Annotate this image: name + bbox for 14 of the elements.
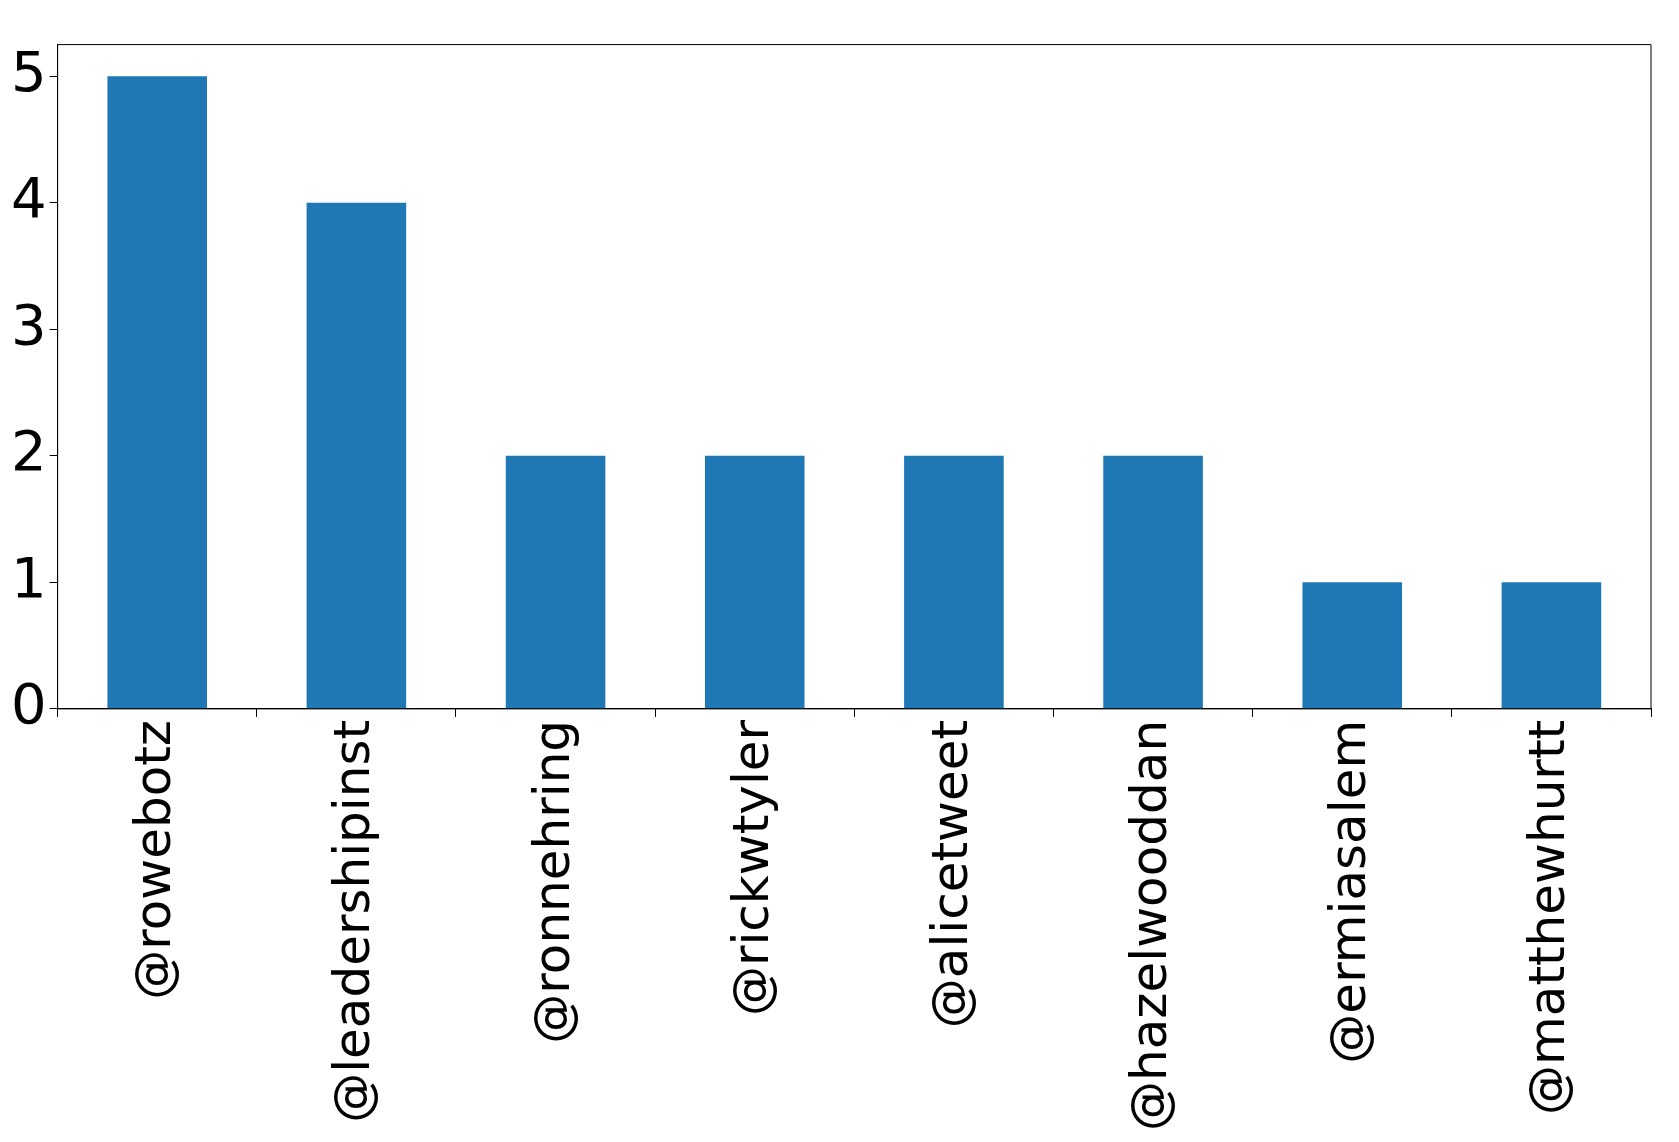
x-tick-label: @rickwtyler [721,719,780,1017]
y-tick-label: 2 [10,418,47,484]
x-tick-label: @leadershipinst [323,719,382,1123]
x-tick-label: @alicetweet [920,719,979,1029]
x-tick-label: @ermiasalem [1319,719,1378,1064]
y-tick-label: 3 [10,291,47,357]
y-tick-label: 0 [10,671,47,737]
y-tick-label: 4 [10,165,47,231]
y-tick-label: 5 [10,38,47,104]
x-tick-label: @matthewhurtt [1518,719,1577,1115]
x-tick-label: @hazelwooddan [1120,719,1179,1131]
x-tick-label: @rowebotz [124,719,183,1000]
x-tick-label: @ronnehring [522,719,581,1044]
y-tick-label: 1 [10,544,47,610]
